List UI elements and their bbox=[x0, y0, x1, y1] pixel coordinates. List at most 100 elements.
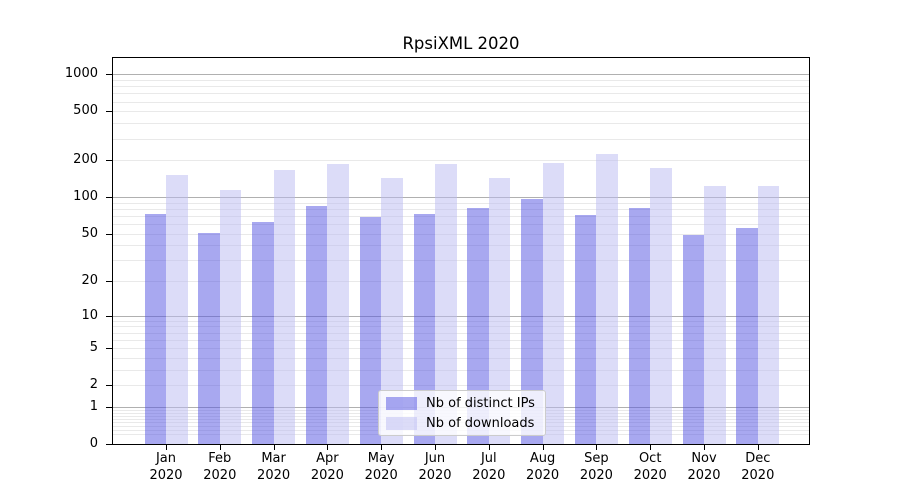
x-axis-tick-label: Mar 2020 bbox=[257, 451, 291, 483]
legend: Nb of distinct IPs Nb of downloads bbox=[378, 390, 546, 436]
y-axis-tick bbox=[106, 160, 112, 162]
gridline-minor bbox=[113, 320, 809, 322]
bar-downloads-feb bbox=[219, 190, 242, 444]
gridline-minor bbox=[113, 138, 809, 140]
gridline-minor bbox=[113, 123, 809, 125]
y-axis-tick-label: 100 bbox=[73, 189, 98, 204]
bar-distinct-ips-may bbox=[359, 217, 382, 444]
bar-distinct-ips-feb bbox=[198, 232, 220, 444]
x-axis-tick bbox=[166, 445, 167, 450]
legend-label-distinct-ips: Nb of distinct IPs bbox=[426, 395, 535, 411]
bar-downloads-dec bbox=[757, 186, 780, 444]
bar-downloads-jan bbox=[166, 175, 188, 444]
x-axis-tick-label: Jun 2020 bbox=[418, 451, 452, 483]
gridline-minor bbox=[113, 332, 809, 334]
bar-downloads-aug bbox=[542, 162, 565, 444]
gridline-minor bbox=[113, 281, 809, 283]
x-axis-tick-label: Aug 2020 bbox=[526, 451, 560, 483]
gridline-major bbox=[113, 197, 809, 198]
y-axis-tick bbox=[106, 406, 112, 408]
y-axis-tick-label: 50 bbox=[81, 225, 98, 241]
x-axis-tick bbox=[542, 445, 544, 450]
x-axis-tick-label: Oct 2020 bbox=[633, 451, 667, 483]
x-axis-tick-label: May 2020 bbox=[364, 451, 398, 483]
gridline-major bbox=[113, 74, 809, 76]
gridline-minor bbox=[113, 101, 809, 103]
y-axis-tick-label: 1 bbox=[89, 398, 98, 414]
x-axis-tick bbox=[381, 445, 383, 450]
x-axis-tick bbox=[650, 445, 652, 450]
y-axis-tick bbox=[106, 315, 112, 317]
x-axis-tick-label: Jan 2020 bbox=[149, 451, 183, 483]
x-axis-tick-label: Apr 2020 bbox=[310, 451, 344, 483]
gridline-minor bbox=[113, 86, 809, 88]
bar-distinct-ips-dec bbox=[736, 227, 758, 444]
gridline-minor bbox=[113, 111, 809, 113]
x-axis-tick bbox=[704, 445, 705, 450]
bar-downloads-sep bbox=[596, 153, 618, 444]
bar-distinct-ips-jul bbox=[467, 208, 489, 444]
bar-distinct-ips-nov bbox=[682, 234, 704, 444]
gridline-minor bbox=[113, 385, 809, 387]
gridline-minor bbox=[113, 233, 809, 235]
gridline-minor bbox=[113, 326, 809, 328]
y-axis-tick-label: 200 bbox=[73, 152, 98, 168]
gridline-minor bbox=[113, 339, 809, 341]
gridline-minor bbox=[113, 79, 809, 81]
plot-area bbox=[112, 57, 810, 445]
x-axis-tick-label: Dec 2020 bbox=[741, 451, 775, 483]
x-axis-tick bbox=[757, 445, 759, 450]
bar-distinct-ips-jan bbox=[144, 214, 166, 444]
y-axis-tick-label: 2 bbox=[89, 377, 98, 393]
bar-downloads-jul bbox=[488, 178, 511, 444]
x-axis-tick-label: Sep 2020 bbox=[579, 451, 613, 483]
gridline-minor bbox=[113, 208, 809, 210]
y-axis-tick-label: 5 bbox=[89, 340, 98, 356]
y-axis-tick bbox=[106, 111, 112, 113]
gridline-major bbox=[113, 315, 809, 317]
x-axis-tick-label: Nov 2020 bbox=[687, 451, 721, 483]
legend-item-downloads: Nb of downloads bbox=[386, 415, 545, 432]
gridline-minor bbox=[113, 224, 809, 225]
bar-distinct-ips-jun bbox=[413, 214, 435, 444]
bar-distinct-ips-sep bbox=[574, 215, 597, 444]
x-axis-tick bbox=[488, 445, 490, 450]
bar-downloads-jun bbox=[435, 163, 457, 444]
y-axis-tick bbox=[106, 281, 112, 283]
y-axis-tick-label: 10 bbox=[81, 307, 98, 323]
y-axis-tick-label: 0 bbox=[89, 436, 98, 451]
x-axis-tick-label: Feb 2020 bbox=[203, 451, 237, 483]
gridline-minor bbox=[113, 348, 809, 350]
bar-downloads-oct bbox=[650, 168, 672, 444]
y-axis-tick-label: 20 bbox=[81, 273, 98, 289]
gridline-minor bbox=[113, 260, 809, 262]
gridline-minor bbox=[113, 202, 809, 204]
x-axis-tick bbox=[273, 445, 275, 450]
chart-title: RpsiXML 2020 bbox=[402, 34, 520, 53]
gridline-minor bbox=[113, 245, 809, 247]
x-axis-tick bbox=[327, 445, 329, 450]
gridline-minor bbox=[113, 369, 809, 371]
gridline-minor bbox=[113, 160, 809, 162]
y-axis-tick-label: 500 bbox=[73, 103, 98, 119]
bar-distinct-ips-aug bbox=[521, 199, 543, 444]
y-axis-tick bbox=[106, 385, 112, 387]
bar-downloads-may bbox=[381, 178, 403, 444]
bar-distinct-ips-oct bbox=[628, 207, 651, 444]
gridline-minor bbox=[113, 357, 809, 359]
y-axis-tick-label: 1000 bbox=[64, 66, 98, 82]
legend-swatch-downloads-icon bbox=[386, 416, 417, 430]
y-axis-tick bbox=[106, 348, 112, 350]
y-axis-tick bbox=[106, 74, 112, 76]
x-axis-tick bbox=[435, 445, 436, 450]
bar-distinct-ips-apr bbox=[305, 206, 328, 444]
x-axis-tick-label: Jul 2020 bbox=[472, 451, 506, 483]
bar-downloads-nov bbox=[704, 185, 726, 444]
x-axis-tick bbox=[219, 445, 221, 450]
legend-label-downloads: Nb of downloads bbox=[426, 415, 535, 431]
y-axis-tick bbox=[106, 197, 112, 198]
y-axis-tick bbox=[106, 444, 112, 445]
bar-downloads-mar bbox=[273, 169, 296, 444]
legend-item-distinct-ips: Nb of distinct IPs bbox=[386, 395, 545, 412]
